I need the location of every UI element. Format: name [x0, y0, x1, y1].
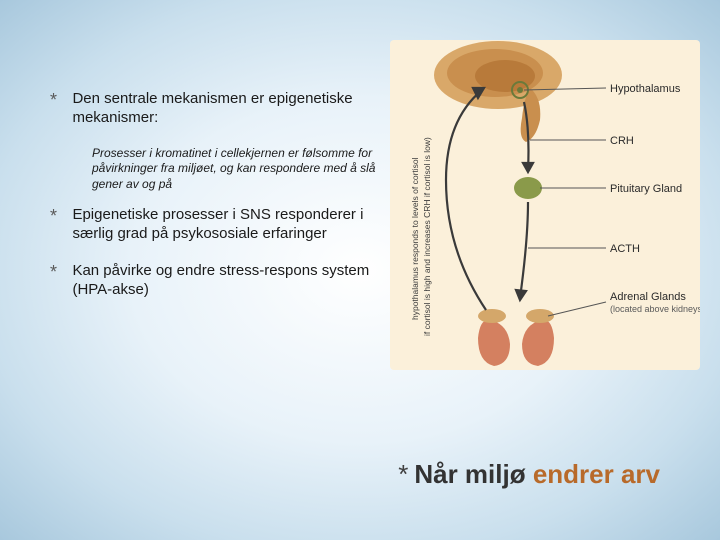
- brain-shape: [434, 41, 562, 142]
- vertical-caption-1: hypothalamus responds to levels of corti…: [410, 157, 420, 320]
- bullet-text: Epigenetiske prosesser i SNS responderer…: [72, 206, 392, 244]
- title-accent: endrer arv: [533, 459, 660, 489]
- bullet-list: * Den sentrale mekanismen er epigenetisk…: [50, 90, 410, 317]
- label-pituitary: Pituitary Gland: [610, 183, 682, 195]
- bullet-item: * Kan påvirke og endre stress-respons sy…: [50, 262, 410, 300]
- pituitary-gland-shape: [514, 177, 542, 199]
- label-adrenal: Adrenal Glands: [610, 291, 686, 303]
- label-hypothalamus: Hypothalamus: [610, 83, 681, 95]
- title-prefix: Når miljø: [414, 459, 532, 489]
- bullet-text: Den sentrale mekanismen er epigenetiske …: [72, 90, 392, 128]
- asterisk-icon: *: [50, 262, 68, 283]
- label-adrenal-sub: (located above kidneys): [610, 304, 700, 314]
- asterisk-icon: *: [398, 459, 408, 490]
- adrenal-kidney-shape: [478, 309, 554, 366]
- hpa-axis-diagram: Hypothalamus CRH Pituitary Gland ACTH Ad…: [390, 40, 700, 370]
- vertical-caption-2: if cortisol is high and increases CRH if…: [422, 137, 432, 336]
- label-acth: ACTH: [610, 243, 640, 255]
- sub-bullet-text: Prosesser i kromatinet i cellekjernen er…: [92, 146, 392, 193]
- asterisk-icon: *: [50, 90, 68, 111]
- flow-arrows: [446, 88, 533, 310]
- asterisk-icon: *: [50, 206, 68, 227]
- bullet-item: * Epigenetiske prosesser i SNS responder…: [50, 206, 410, 244]
- slide-title: * Når miljø endrer arv: [398, 459, 660, 490]
- bullet-text: Kan påvirke og endre stress-respons syst…: [72, 262, 392, 300]
- label-crh: CRH: [610, 135, 634, 147]
- bullet-item: * Den sentrale mekanismen er epigenetisk…: [50, 90, 410, 128]
- sub-bullet-item: Prosesser i kromatinet i cellekjernen er…: [92, 146, 410, 193]
